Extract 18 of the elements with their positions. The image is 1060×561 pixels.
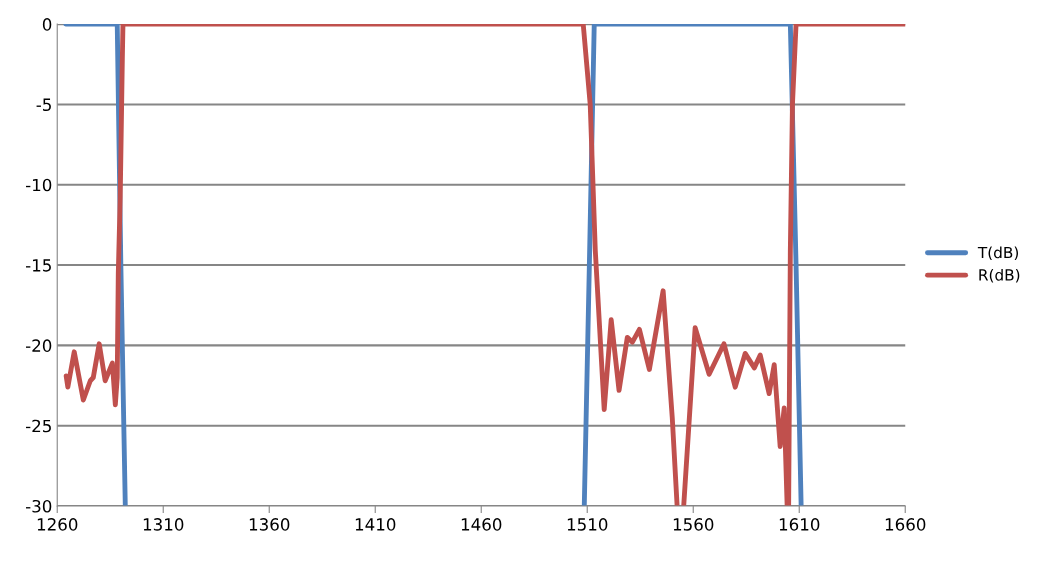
- y-tick-label: 0: [42, 18, 52, 31]
- x-tick-label: 1260: [37, 518, 78, 531]
- x-tick-label: 1310: [143, 518, 184, 531]
- y-tick-label: -5: [36, 98, 51, 112]
- x-tick-label: 1360: [249, 518, 290, 531]
- legend-label: T(dB): [977, 246, 1019, 261]
- y-tick-label: -30: [25, 499, 52, 513]
- y-tick-label: -10: [25, 178, 52, 192]
- x-tick-label: 1460: [461, 518, 502, 531]
- x-tick-label: 1510: [567, 518, 608, 531]
- x-tick-label: 1410: [355, 518, 396, 531]
- x-tick-label: 1610: [779, 518, 820, 531]
- y-tick-label: -15: [25, 259, 51, 272]
- x-tick-label: 1660: [885, 518, 926, 531]
- x-tick-label: 1560: [673, 518, 714, 531]
- y-tick-label: -25: [25, 419, 51, 433]
- y-tick-label: -20: [25, 339, 52, 352]
- legend-label: R(dB): [979, 268, 1020, 283]
